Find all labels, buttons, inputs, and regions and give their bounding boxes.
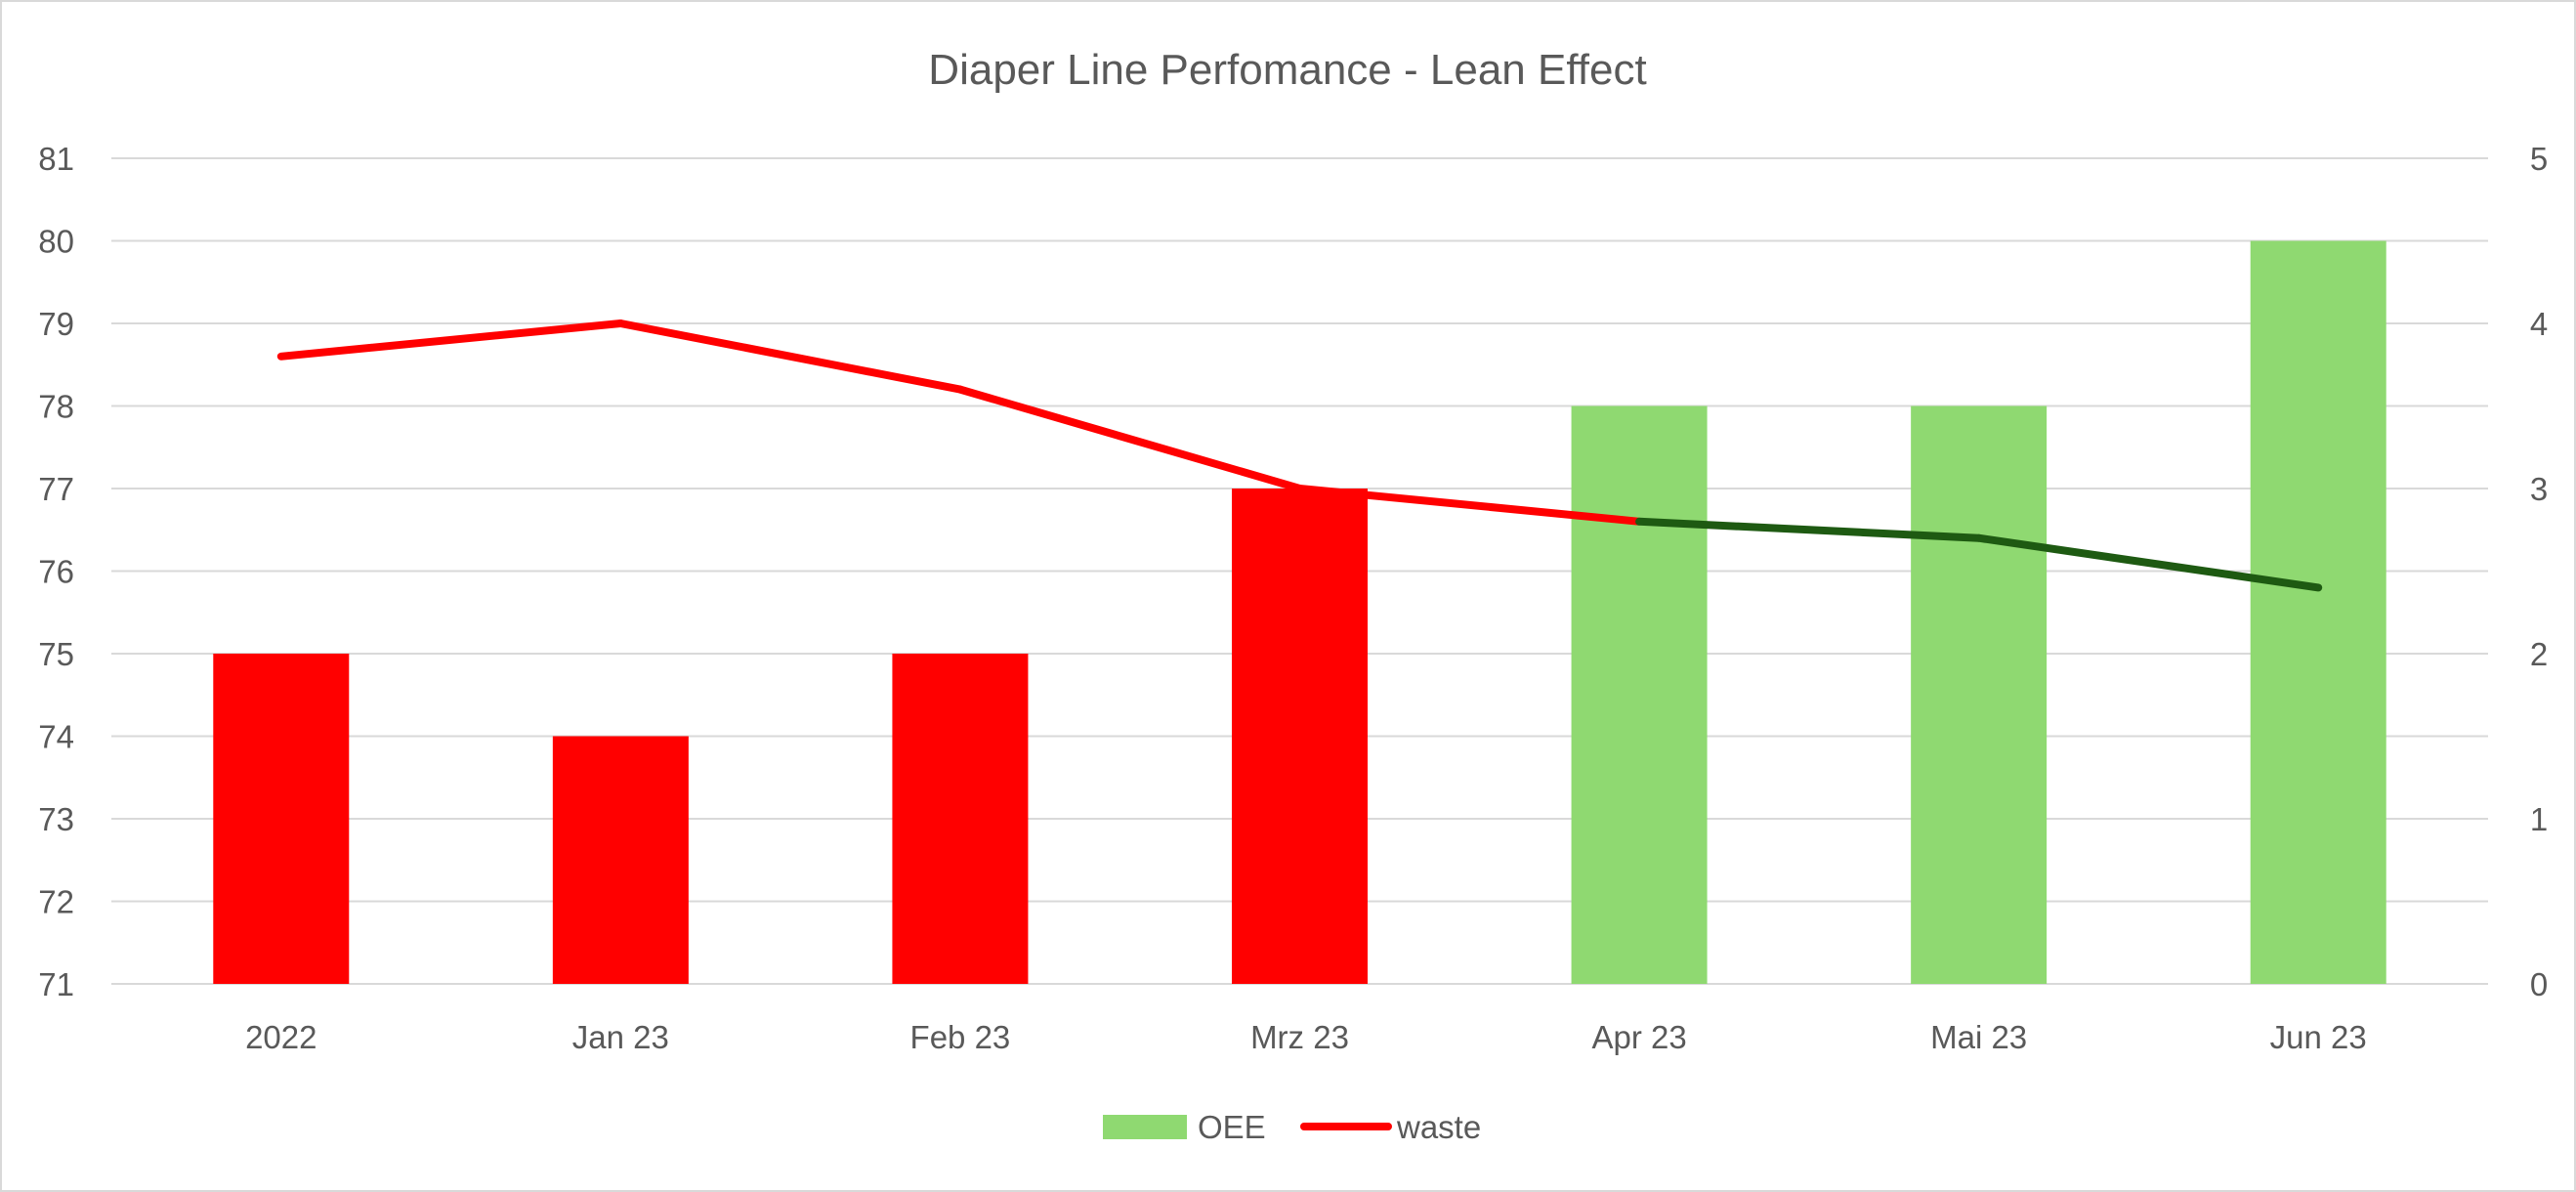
oee-bar [213, 654, 350, 984]
oee-bars [213, 240, 2386, 984]
oee-bar [1571, 405, 1708, 984]
left-y-axis: 71 72 73 74 75 76 77 78 79 80 81 [38, 141, 74, 1002]
x-axis-labels: 2022 Jan 23 Feb 23 Mrz 23 Apr 23 Mai 23 Jun 23 [245, 1019, 2367, 1055]
left-axis-tick: 74 [38, 719, 74, 755]
left-axis-tick: 71 [38, 966, 74, 1002]
x-axis-tick: Jan 23 [572, 1019, 669, 1055]
right-axis-tick: 2 [2530, 636, 2548, 672]
x-axis-tick: Mrz 23 [1250, 1019, 1349, 1055]
right-axis-tick: 1 [2530, 801, 2548, 837]
waste-line-segment [1974, 533, 2323, 592]
x-axis-tick: Jun 23 [2270, 1019, 2367, 1055]
waste-line-segment [276, 319, 625, 361]
waste-line-segment [955, 385, 1304, 492]
waste-line-segment [1635, 517, 1983, 542]
left-axis-tick: 75 [38, 636, 74, 672]
left-axis-tick: 81 [38, 141, 74, 177]
x-axis-tick: Feb 23 [910, 1019, 1011, 1055]
right-axis-tick: 3 [2530, 471, 2548, 507]
legend-oee-label: OEE [1198, 1109, 1266, 1145]
left-axis-tick: 76 [38, 554, 74, 590]
left-axis-tick: 79 [38, 306, 74, 342]
waste-line-segment [616, 319, 964, 394]
right-axis-tick: 4 [2530, 306, 2548, 342]
left-axis-tick: 78 [38, 389, 74, 425]
legend-waste-label: waste [1396, 1109, 1481, 1145]
legend-oee-swatch [1103, 1115, 1187, 1139]
left-axis-tick: 77 [38, 471, 74, 507]
right-axis-tick: 5 [2530, 141, 2548, 177]
left-axis-tick: 73 [38, 801, 74, 837]
oee-bar [552, 736, 689, 984]
legend: OEE waste [1103, 1109, 1481, 1145]
oee-bar [1232, 489, 1368, 984]
x-axis-tick: Apr 23 [1591, 1019, 1686, 1055]
x-axis-tick: 2022 [245, 1019, 317, 1055]
x-axis-tick: Mai 23 [1930, 1019, 2027, 1055]
chart-title: Diaper Line Perfomance - Lean Effect [928, 46, 1646, 94]
left-axis-tick: 80 [38, 224, 74, 260]
oee-bar [1911, 405, 2048, 984]
right-y-axis: 0 1 2 3 4 5 [2530, 141, 2548, 1002]
left-axis-tick: 72 [38, 884, 74, 920]
waste-line-segment [1295, 485, 1644, 526]
oee-bar [2250, 240, 2386, 984]
right-axis-tick: 0 [2530, 966, 2548, 1002]
waste-line [276, 319, 2323, 592]
oee-bar [892, 654, 1029, 984]
